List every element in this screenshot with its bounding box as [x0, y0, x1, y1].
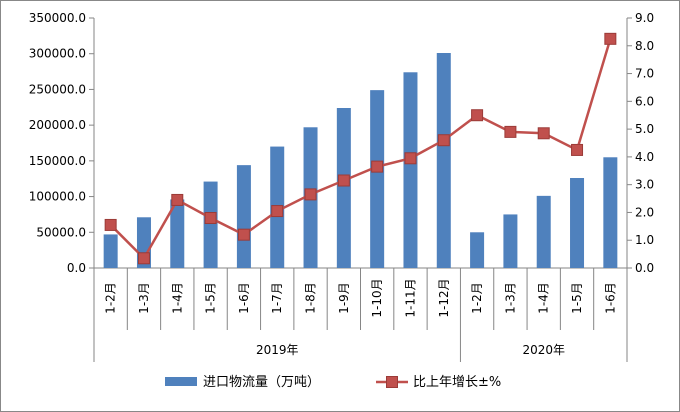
group-label: 2020年: [522, 343, 565, 357]
left-tick-label: 350000.0: [29, 11, 86, 25]
bar: [436, 53, 451, 268]
legend-line-label: 比上年增长±%: [413, 375, 501, 390]
left-tick-label: 100000.0: [29, 190, 86, 204]
right-tick-label: 3.0: [635, 178, 654, 192]
category-label: 1-3月: [503, 282, 517, 314]
left-tick-label: 0.0: [67, 261, 86, 275]
right-tick-label: 9.0: [635, 11, 654, 25]
legend-line-marker: [386, 376, 398, 388]
bar: [570, 178, 585, 268]
right-tick-label: 2.0: [635, 205, 654, 219]
bar: [203, 181, 218, 268]
right-tick-label: 5.0: [635, 122, 654, 136]
line-point: [437, 134, 450, 147]
bar: [103, 234, 118, 268]
line-point: [537, 127, 550, 140]
category-label: 1-10月: [370, 278, 384, 317]
group-label: 2019年: [256, 343, 299, 357]
category-label: 1-2月: [470, 282, 484, 314]
right-tick-label: 8.0: [635, 39, 654, 53]
line-point: [104, 218, 117, 231]
growth-line: [109, 38, 612, 261]
bar: [236, 165, 251, 268]
line-point: [471, 109, 484, 122]
line-point: [304, 188, 317, 201]
right-tick-label: 4.0: [635, 150, 654, 164]
right-tick-label: 1.0: [635, 233, 654, 247]
right-tick-label: 0.0: [635, 261, 654, 275]
line-point: [204, 212, 217, 224]
right-tick-label: 6.0: [635, 94, 654, 108]
left-tick-label: 200000.0: [29, 118, 86, 132]
bar: [470, 232, 485, 268]
left-tick-label: 250000.0: [29, 82, 86, 96]
left-tick-label: 50000.0: [36, 225, 86, 239]
category-label: 1-7月: [270, 282, 284, 314]
line-point: [404, 152, 417, 165]
category-label: 1-4月: [170, 282, 184, 314]
category-label: 1-5月: [204, 282, 218, 314]
line-point: [604, 32, 617, 45]
bar: [170, 199, 185, 268]
category-label: 1-8月: [304, 282, 318, 314]
line-point: [337, 174, 350, 187]
line-point: [371, 160, 384, 173]
category-label: 1-2月: [104, 282, 118, 314]
line-point: [571, 143, 584, 156]
category-label: 1-12月: [437, 278, 451, 317]
line-point: [137, 252, 150, 265]
category-label: 1-9月: [337, 282, 351, 314]
line-point: [504, 125, 517, 138]
left-tick-label: 300000.0: [29, 47, 86, 61]
bar: [503, 214, 518, 268]
legend-bar-label: 进口物流量（万吨）: [203, 375, 320, 390]
line-point: [237, 228, 250, 241]
line-point: [271, 205, 284, 218]
bar: [370, 90, 385, 269]
category-label: 1-5月: [570, 282, 584, 314]
category-label: 1-11月: [403, 278, 417, 317]
category-label: 1-6月: [237, 282, 251, 314]
bar: [603, 157, 618, 268]
bar: [536, 195, 551, 268]
left-tick-label: 150000.0: [29, 154, 86, 168]
category-label: 1-4月: [537, 282, 551, 314]
category-label: 1-3月: [137, 282, 151, 314]
legend-bar-swatch: [165, 377, 197, 386]
bar: [403, 72, 418, 269]
right-tick-label: 7.0: [635, 67, 654, 81]
bar: [336, 108, 351, 268]
line-point: [171, 193, 184, 206]
category-label: 1-6月: [603, 282, 617, 314]
